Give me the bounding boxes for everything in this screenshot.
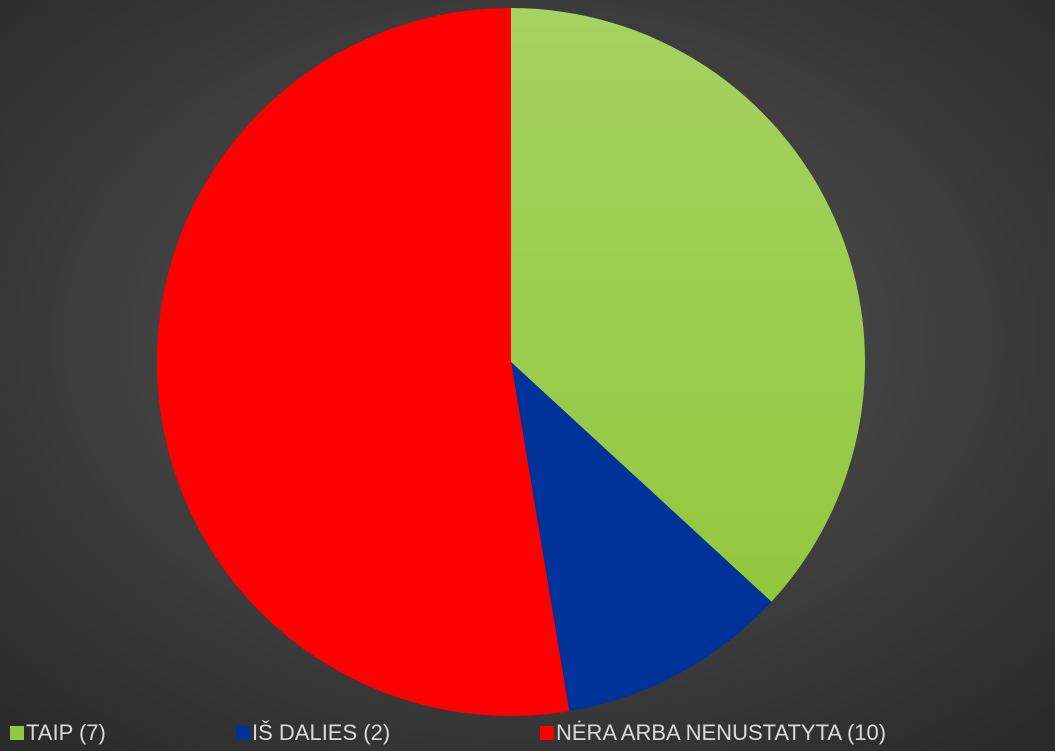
pie-slice (156, 8, 570, 717)
legend-swatch (10, 726, 24, 740)
legend-swatch (236, 726, 250, 740)
legend-label: NĖRA ARBA NENUSTATYTA (10) (556, 720, 886, 745)
legend-swatch (540, 726, 554, 740)
legend-label: TAIP (7) (26, 720, 106, 745)
pie-slice (511, 362, 772, 712)
slice-shade (511, 8, 866, 602)
legend-label: IŠ DALIES (2) (252, 720, 390, 745)
